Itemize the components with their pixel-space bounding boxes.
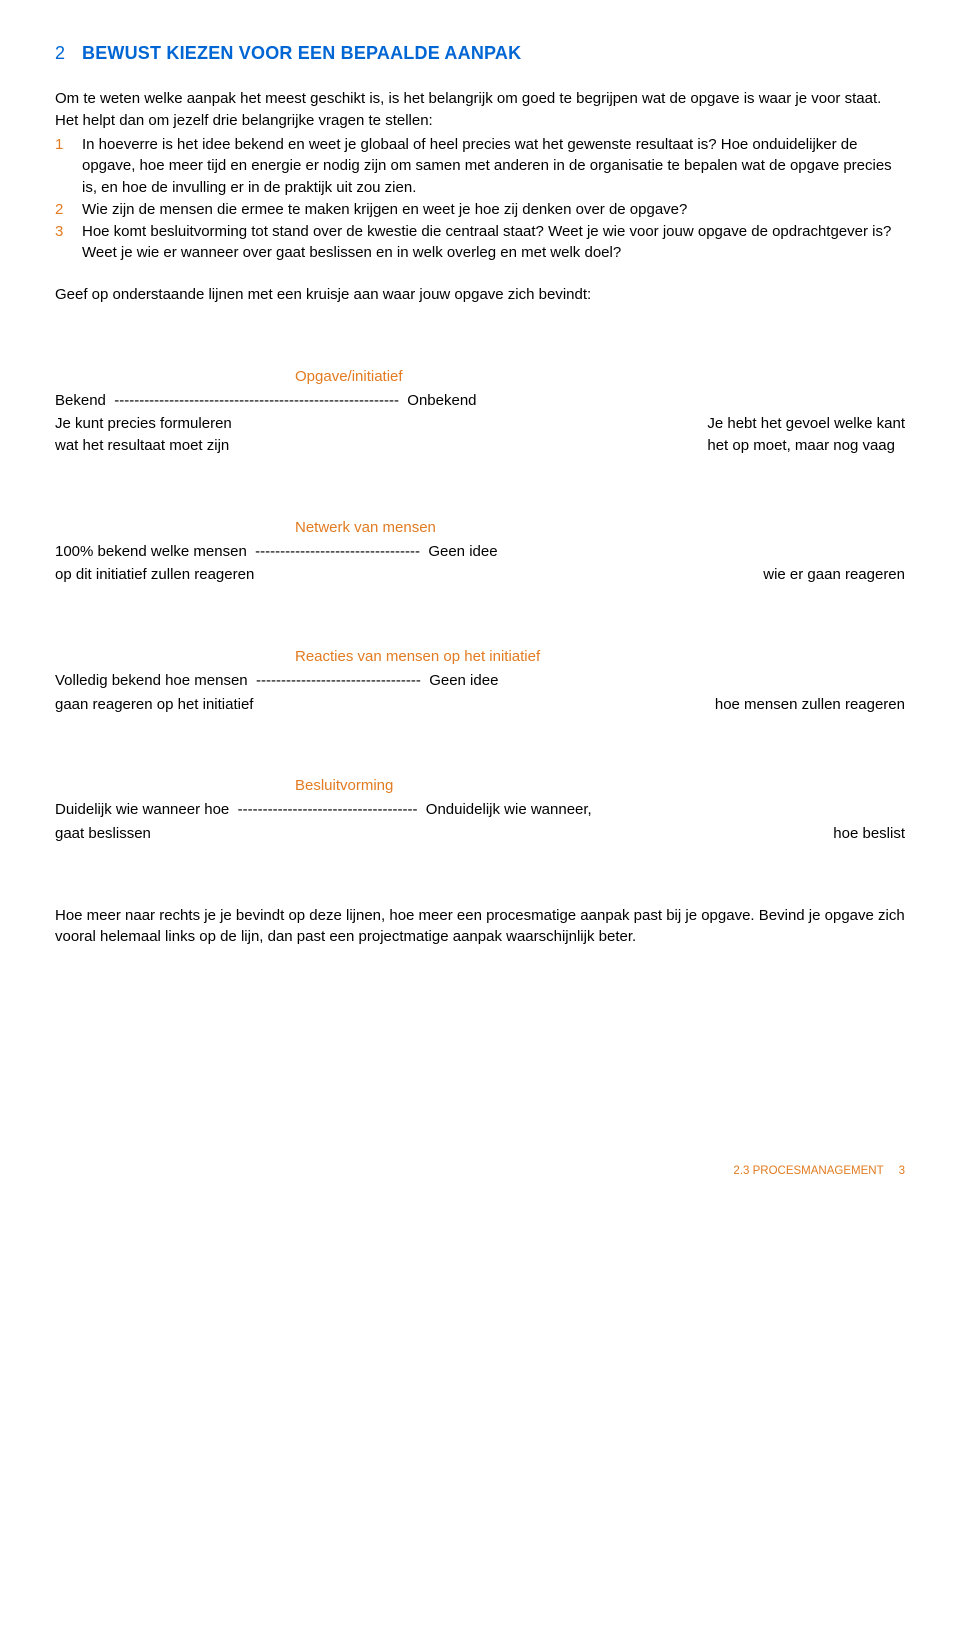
scale-right-description: Je hebt het gevoel welke kant het op moe… — [707, 413, 905, 457]
scale-left-label: Bekend — [55, 390, 106, 412]
desc-line: wie er gaan reageren — [763, 564, 905, 586]
scale-right-label: Onbekend — [407, 390, 476, 412]
scale-right-description: hoe beslist — [833, 823, 905, 845]
desc-line: het op moet, maar nog vaag — [707, 435, 905, 457]
list-number: 2 — [55, 199, 82, 221]
scale-description-row: gaan reageren op het initiatief hoe mens… — [55, 694, 905, 716]
list-text: In hoeverre is het idee bekend en weet j… — [82, 134, 905, 199]
desc-line: gaat beslissen — [55, 823, 151, 845]
scale-block-reacties: Reacties van mensen op het initiatief Vo… — [55, 646, 905, 715]
desc-line: op dit initiatief zullen reageren — [55, 564, 254, 586]
desc-line: wat het resultaat moet zijn — [55, 435, 232, 457]
page-footer: 2.3 PROCESMANAGEMENT 3 — [55, 1163, 905, 1180]
desc-line: hoe mensen zullen reageren — [715, 694, 905, 716]
scale-heading: Besluitvorming — [295, 775, 905, 797]
desc-line: Je kunt precies formuleren — [55, 413, 232, 435]
scale-left-description: Je kunt precies formuleren wat het resul… — [55, 413, 232, 457]
instruction-line: Geef op onderstaande lijnen met een krui… — [55, 284, 905, 306]
scale-left-description: op dit initiatief zullen reageren — [55, 564, 254, 586]
desc-line: gaan reageren op het initiatief — [55, 694, 253, 716]
intro-paragraph: Om te weten welke aanpak het meest gesch… — [55, 88, 905, 132]
list-item-2: 2 Wie zijn de mensen die ermee te maken … — [55, 199, 905, 221]
list-number: 1 — [55, 134, 82, 199]
scale-heading: Reacties van mensen op het initiatief — [295, 646, 905, 668]
scale-dashes: --------------------------------- — [256, 670, 421, 692]
list-item-1: 1 In hoeverre is het idee bekend en weet… — [55, 134, 905, 199]
scale-description-row: op dit initiatief zullen reageren wie er… — [55, 564, 905, 586]
scale-left-description: gaan reageren op het initiatief — [55, 694, 253, 716]
scale-block-opgave: Opgave/initiatief Bekend ---------------… — [55, 366, 905, 457]
scale-description-row: gaat beslissen hoe beslist — [55, 823, 905, 845]
scale-right-label: Geen idee — [429, 670, 498, 692]
list-text: Wie zijn de mensen die ermee te maken kr… — [82, 199, 905, 221]
scale-dashes: ------------------------------------ — [238, 799, 418, 821]
scale-line[interactable]: Duidelijk wie wanneer hoe --------------… — [55, 799, 905, 821]
section-heading: 2 BEWUST KIEZEN VOOR EEN BEPAALDE AANPAK — [55, 40, 905, 66]
heading-number: 2 — [55, 40, 82, 66]
scale-heading: Opgave/initiatief — [295, 366, 905, 388]
desc-line: hoe beslist — [833, 823, 905, 845]
scale-left-label: Duidelijk wie wanneer hoe — [55, 799, 229, 821]
scale-line[interactable]: Bekend ---------------------------------… — [55, 390, 905, 412]
scale-block-besluitvorming: Besluitvorming Duidelijk wie wanneer hoe… — [55, 775, 905, 844]
scale-line[interactable]: 100% bekend welke mensen ---------------… — [55, 541, 905, 563]
scale-right-label: Onduidelijk wie wanneer, — [426, 799, 592, 821]
scale-dashes: --------------------------------- — [255, 541, 420, 563]
scale-left-description: gaat beslissen — [55, 823, 151, 845]
scale-right-description: hoe mensen zullen reageren — [715, 694, 905, 716]
list-number: 3 — [55, 221, 82, 265]
list-item-3: 3 Hoe komt besluitvorming tot stand over… — [55, 221, 905, 265]
scale-block-netwerk: Netwerk van mensen 100% bekend welke men… — [55, 517, 905, 586]
scale-left-label: 100% bekend welke mensen — [55, 541, 247, 563]
list-text: Hoe komt besluitvorming tot stand over d… — [82, 221, 905, 265]
scale-description-row: Je kunt precies formuleren wat het resul… — [55, 413, 905, 457]
scale-right-label: Geen idee — [428, 541, 497, 563]
scale-right-description: wie er gaan reageren — [763, 564, 905, 586]
scale-left-label: Volledig bekend hoe mensen — [55, 670, 248, 692]
footer-section-label: 2.3 PROCESMANAGEMENT — [733, 1165, 883, 1177]
scale-line[interactable]: Volledig bekend hoe mensen -------------… — [55, 670, 905, 692]
desc-line: Je hebt het gevoel welke kant — [707, 413, 905, 435]
heading-text: BEWUST KIEZEN VOOR EEN BEPAALDE AANPAK — [82, 40, 521, 66]
scale-heading: Netwerk van mensen — [295, 517, 905, 539]
scale-dashes: ----------------------------------------… — [114, 390, 399, 412]
closing-paragraph: Hoe meer naar rechts je je bevindt op de… — [55, 905, 905, 949]
footer-page-number: 3 — [899, 1165, 905, 1177]
